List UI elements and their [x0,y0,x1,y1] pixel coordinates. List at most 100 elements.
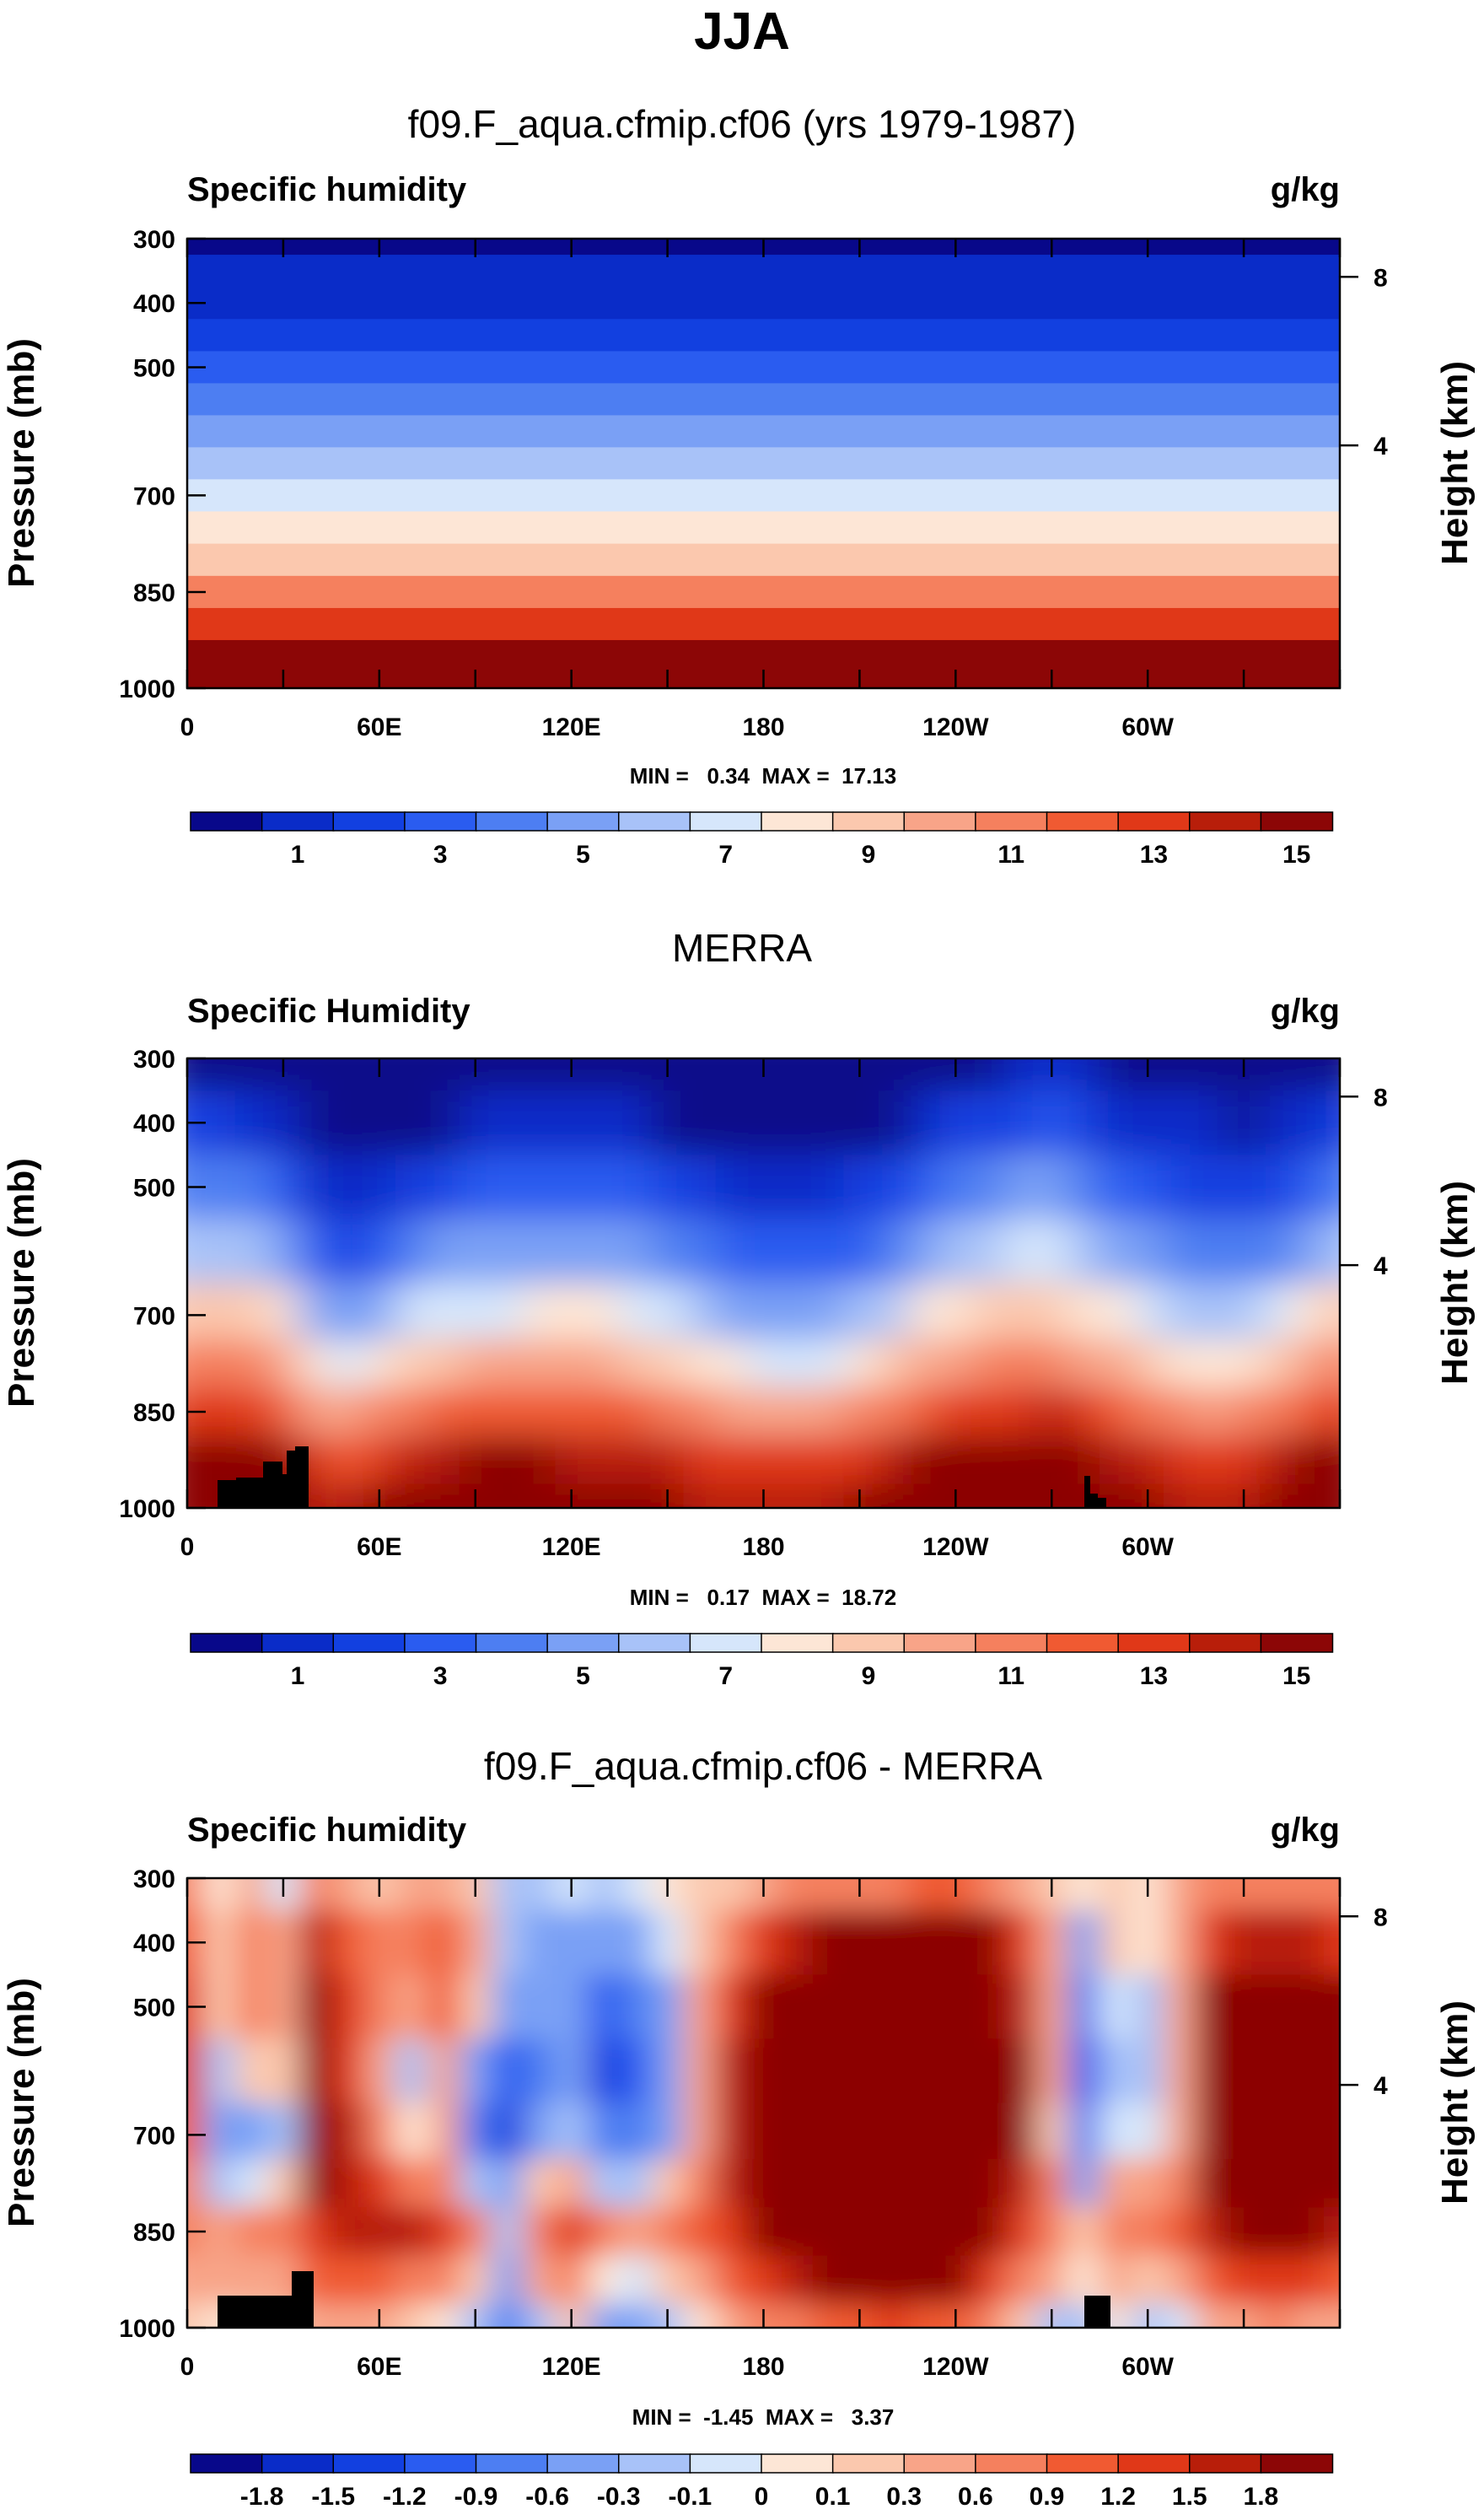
field-cell [395,1058,428,1091]
field-cell [651,1910,685,1976]
min-max-label: MIN = 0.17 MAX = 18.72 [630,1585,896,1610]
field-cell [266,1219,300,1284]
colorbar-swatch [618,1633,691,1653]
variable-label: Specific Humidity [187,993,470,1030]
field-cell [1196,2158,1229,2209]
field-cell [1003,1219,1037,1284]
field-cell [1292,2102,1325,2160]
field-cell [187,1058,204,1091]
field-cell [715,2255,749,2305]
field-cell [427,2102,460,2160]
field-cell [427,1878,460,1911]
field-cell [459,2102,492,2160]
field-cell [266,1338,300,1389]
colorbar-label: 15 [1282,841,1310,869]
colorbar-swatch [689,1633,763,1653]
field-cell [971,2255,1005,2305]
field-cell [683,2038,717,2104]
field-cell [971,1910,1005,1976]
field-cell [555,1338,589,1389]
colorbar-swatch [975,811,1048,832]
field-cell [491,2207,524,2257]
colorbar-swatch [404,1633,477,1653]
field-cell [875,2158,909,2209]
field-cell [363,1219,396,1284]
field-cell [875,1090,909,1156]
field-cell [266,1283,300,1340]
x-tick-label: 60E [357,1533,401,1561]
field-cell [1003,1155,1037,1220]
colorbar-label: 7 [718,841,733,869]
variable-label: Specific humidity [187,171,467,208]
colorbar: -1.8 -1.5 -1.2 -0.9 -0.6 -0.3 -0.1 0 0.1 0.3 0.6 0.… [190,2453,1334,2509]
field-cell [1132,2207,1164,2257]
colorbar-label: 9 [862,1662,876,1690]
field-cell [651,1283,685,1340]
field-cell [683,1219,717,1284]
min-max-label: MIN = 0.34 MAX = 17.13 [630,763,896,789]
x-ticks: 0 60E 120E 180 120W 60W [180,1058,1342,1561]
field-cell [875,1387,909,1437]
field-cell [427,1483,460,1508]
height-tick-label: 8 [1374,1084,1388,1112]
field-cell [1196,1283,1229,1340]
colorbar-swatch [689,811,763,832]
field-cell [651,2038,685,2104]
field-cell [843,2038,877,2104]
field-cell [1164,1219,1196,1284]
contour-band [187,607,1340,641]
field-cell [491,1878,524,1911]
field-cell [266,2102,300,2160]
field-cell [779,2102,813,2160]
colorbar-swatch [761,1633,834,1653]
pressure-tick-label: 1000 [119,676,175,703]
colorbar-swatch [1260,811,1334,832]
field-cell [427,1387,460,1437]
colorbar-swatch [903,811,977,832]
field-cell [1292,1483,1325,1508]
pressure-ticks: 300 400 500 700 850 1000 [119,1046,206,1523]
field-cell [202,2102,236,2160]
field-cell [1132,1090,1164,1156]
colorbar-swatch [761,811,834,832]
field-cell [1324,1219,1340,1284]
field-cell [555,2255,589,2305]
field-cell [427,1090,460,1156]
field-cell [1324,1155,1340,1220]
field-cell [907,1338,941,1389]
field-cell [331,2303,364,2328]
field-cell [1003,1878,1037,1911]
x-tick-label: 120W [922,1533,989,1561]
field-cell [491,1910,524,1976]
field-cell [202,1219,236,1284]
field-cell [1292,1155,1325,1220]
field-cell [234,2038,268,2104]
x-tick-label: 60W [1121,2353,1174,2381]
colorbar-swatch [546,1633,620,1653]
field-cell [1132,1910,1164,1976]
field-cell [875,1155,909,1220]
field-cell [971,1974,1005,2040]
field-cell [1132,2255,1164,2305]
field-cell [298,1387,332,1437]
field-cell [587,2255,621,2305]
colorbar-label: 0.6 [958,2483,993,2509]
field-cell [1260,1155,1293,1220]
pressure-tick-label: 500 [133,354,175,382]
field-cell [298,2102,332,2160]
field-cell [1260,1058,1293,1091]
field-cell [651,2102,685,2160]
colorbar-swatch [1046,1633,1120,1653]
colorbar-label: 0 [755,2483,769,2509]
field-cell [1067,1910,1101,1976]
field-cell [1260,2038,1293,2104]
field-cell [491,1974,524,2040]
field-cell [939,1387,973,1437]
field-cell [298,1974,332,2040]
contour-band [187,319,1340,352]
field-cell [1324,1483,1340,1508]
field-cell [1132,1338,1164,1389]
colorbar-swatch [546,811,620,832]
field-cell [1196,1058,1229,1091]
field-cell [523,2303,556,2328]
